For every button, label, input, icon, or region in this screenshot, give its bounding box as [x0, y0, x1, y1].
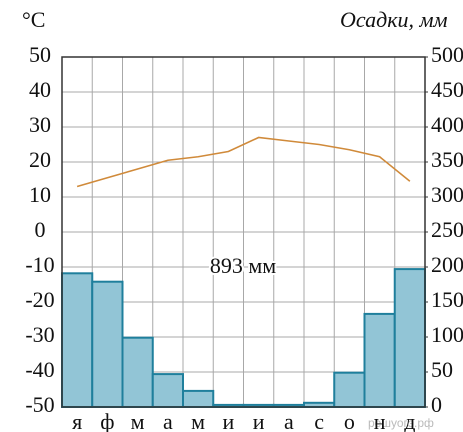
precipitation-bar [333, 371, 366, 409]
x-tick-label: и [253, 409, 265, 432]
x-tick-label: а [163, 409, 173, 432]
annotation: 893 мм [210, 253, 276, 278]
y-tick-label: 10 [29, 182, 51, 207]
y-axis-label: °C [22, 7, 45, 32]
y2-tick-label: 150 [431, 287, 463, 312]
x-tick-label: ф [100, 409, 114, 432]
y2-tick-label: 200 [431, 252, 463, 277]
x-tick-label: а [284, 409, 294, 432]
y2-tick-label: 0 [431, 392, 442, 417]
y2-tick-label: 100 [431, 322, 463, 347]
x-tick-label: н [374, 409, 386, 432]
precipitation-bar [121, 336, 154, 409]
x-tick-label: и [222, 409, 234, 432]
y-tick-label: -40 [25, 357, 54, 382]
precipitation-bar [393, 268, 426, 408]
plot-frame [61, 56, 426, 408]
y2-tick-label: 500 [431, 42, 463, 67]
precipitation-bar [151, 373, 184, 409]
temperature-line [76, 136, 411, 188]
y2-tick-label: 450 [431, 77, 463, 102]
y2-tick-label: 400 [431, 112, 463, 137]
y-tick-label: -30 [25, 322, 54, 347]
precipitation-bar [182, 389, 215, 408]
y-tick-label: -20 [25, 287, 54, 312]
x-tick-label: я [72, 409, 82, 432]
precipitation-bar [61, 272, 94, 408]
x-tick-label: м [191, 409, 205, 432]
y-tick-label: 40 [29, 77, 51, 102]
y2-tick-label: 300 [431, 182, 463, 207]
y-tick-label: 0 [35, 217, 46, 242]
y-tick-label: 50 [29, 42, 51, 67]
x-tick-label: м [131, 409, 145, 432]
watermark: решуогэ.рф [368, 416, 434, 430]
precipitation-bar [363, 312, 396, 408]
precipitation-bar [91, 280, 124, 409]
y2-axis-label: Осадки, мм [340, 7, 448, 32]
y2-tick-label: 250 [431, 217, 463, 242]
x-tick-label: д [404, 409, 415, 432]
y-tick-label: -10 [25, 252, 54, 277]
x-tick-label: с [314, 409, 324, 432]
y-tick-label: 20 [29, 147, 51, 172]
y2-tick-label: 50 [431, 357, 453, 382]
y2-tick-label: 350 [431, 147, 463, 172]
y-tick-label: 30 [29, 112, 51, 137]
x-tick-label: о [344, 409, 355, 432]
y-tick-label: -50 [25, 392, 54, 417]
